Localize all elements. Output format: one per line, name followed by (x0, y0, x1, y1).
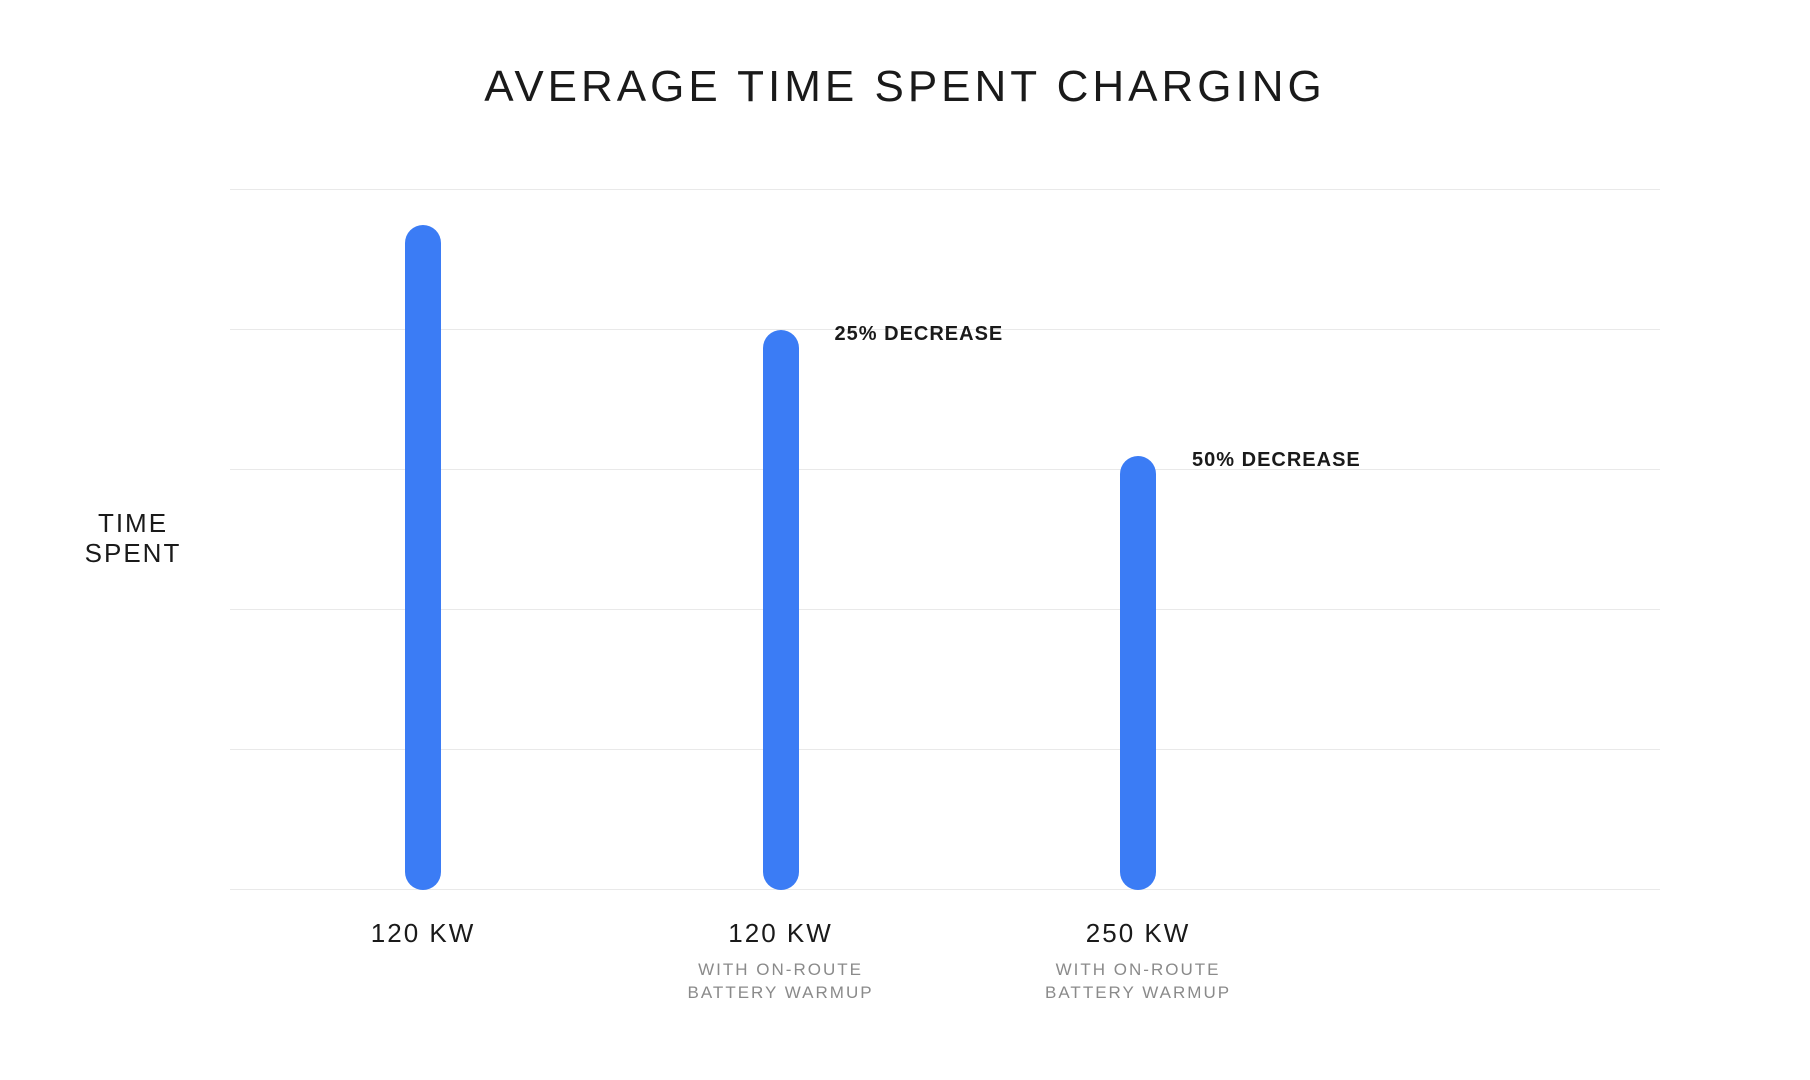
gridline (230, 469, 1660, 470)
chart-title: AVERAGE TIME SPENT CHARGING (0, 62, 1810, 112)
plot-area: 25% DECREASE 50% DECREASE (230, 190, 1660, 890)
bar-250kw-warmup (1120, 456, 1156, 890)
bar-250kw-warmup-xlabel-sub: WITH ON-ROUTEBATTERY WARMUP (978, 959, 1298, 1005)
bar-120kw-warmup-xlabel-main: 120 KW (621, 918, 941, 949)
bar-120kw-warmup (763, 330, 799, 890)
bar-250kw-warmup-xlabel-main: 250 KW (978, 918, 1298, 949)
y-axis-label: TIME SPENT (58, 509, 208, 569)
bar-120kw-xlabel: 120 KW (263, 918, 583, 949)
gridline (230, 889, 1660, 890)
bar-250kw-warmup-annotation: 50% DECREASE (1192, 449, 1361, 472)
gridline (230, 189, 1660, 190)
bar-120kw-warmup-xlabel: 120 KW WITH ON-ROUTEBATTERY WARMUP (621, 918, 941, 1005)
bar-120kw-xlabel-main: 120 KW (263, 918, 583, 949)
y-axis-label-line1: TIME (98, 508, 168, 538)
gridline (230, 609, 1660, 610)
bar-120kw-warmup-xlabel-sub: WITH ON-ROUTEBATTERY WARMUP (621, 959, 941, 1005)
y-axis-label-line2: SPENT (85, 538, 182, 568)
bar-250kw-warmup-xlabel: 250 KW WITH ON-ROUTEBATTERY WARMUP (978, 918, 1298, 1005)
gridline (230, 749, 1660, 750)
bar-120kw-warmup-annotation: 25% DECREASE (835, 323, 1004, 346)
bar-120kw (405, 225, 441, 890)
chart-container: AVERAGE TIME SPENT CHARGING TIME SPENT 2… (0, 0, 1810, 1080)
